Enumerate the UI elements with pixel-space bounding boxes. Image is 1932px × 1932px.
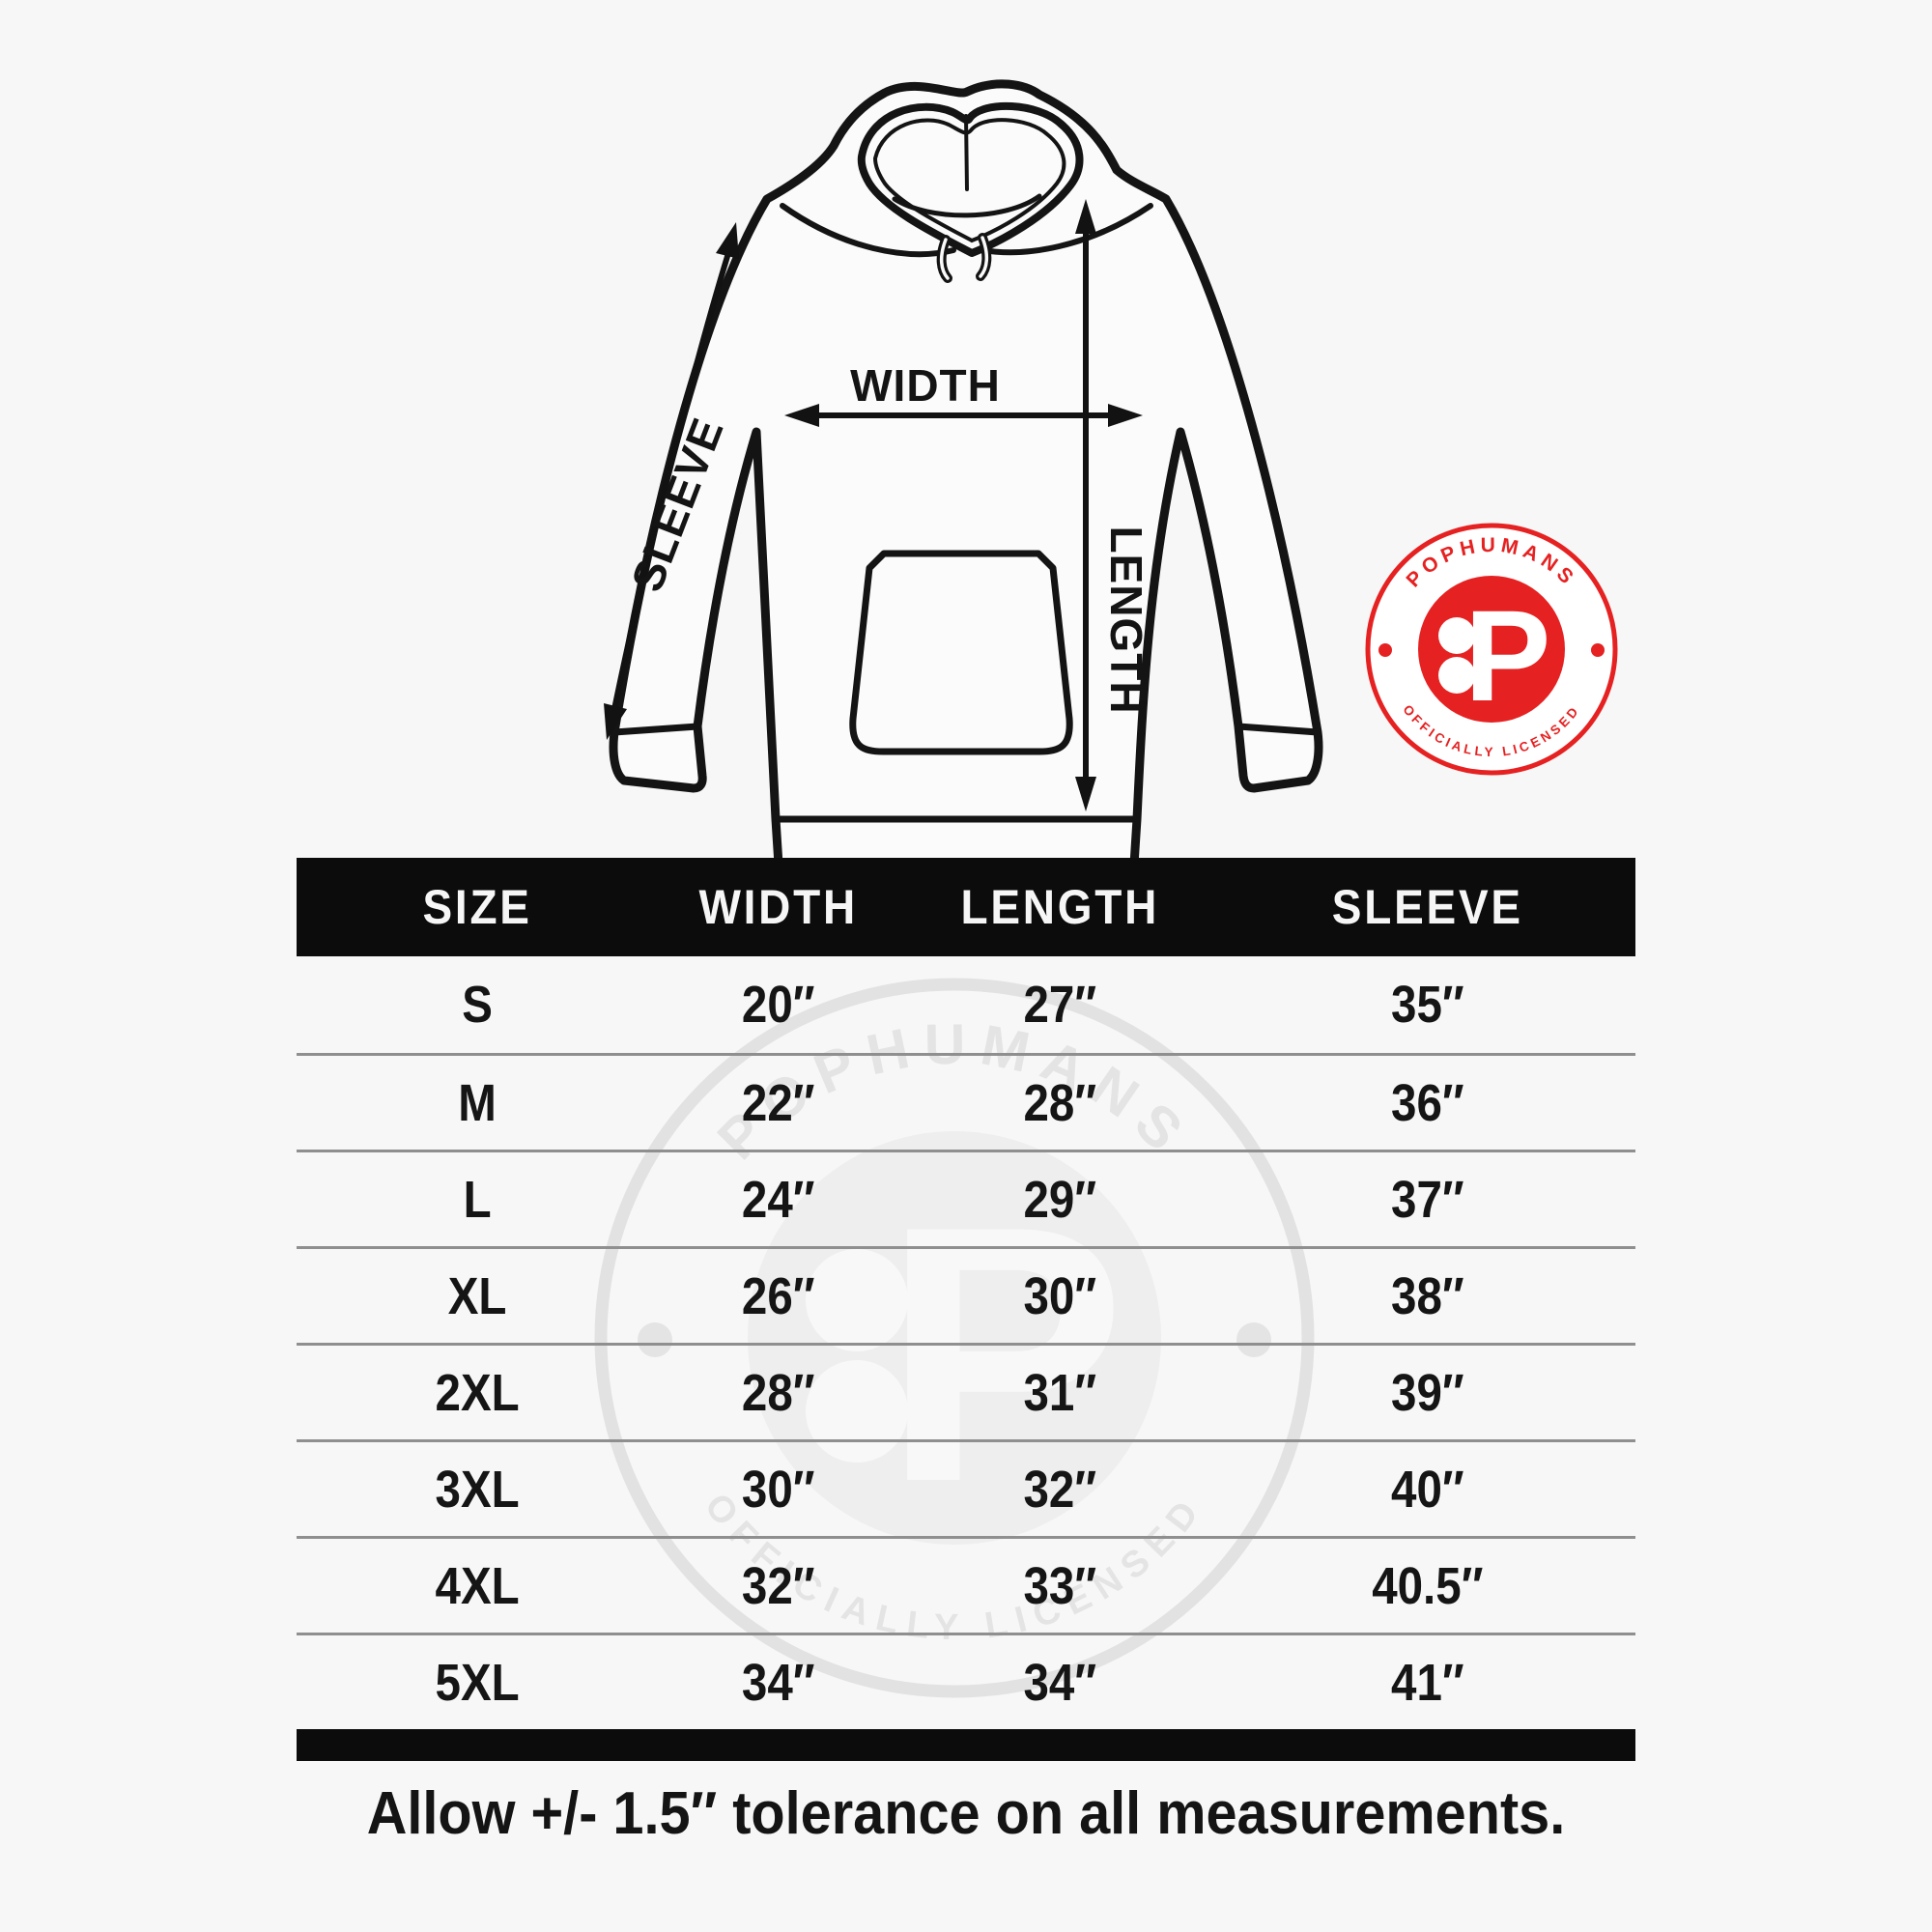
tolerance-note: Allow +/- 1.5″ tolerance on all measurem… (366, 1780, 1566, 1847)
cell-length: 34″ (1023, 1653, 1096, 1712)
cell-size: 3XL (435, 1460, 520, 1519)
kangaroo-pocket (849, 550, 1073, 755)
table-row: 3XL 30″ 32″ 40″ (297, 1439, 1635, 1536)
cell-width: 28″ (742, 1363, 815, 1422)
size-chart-table: SIZE WIDTH LENGTH SLEEVE S 20″ 27″ 35″ M… (297, 858, 1635, 1761)
column-header-size: SIZE (422, 880, 532, 934)
cell-size: 4XL (435, 1556, 520, 1615)
cell-width: 30″ (742, 1460, 815, 1519)
cell-sleeve: 40″ (1391, 1460, 1464, 1519)
cell-size: 5XL (435, 1653, 520, 1712)
hood-details (892, 114, 1042, 218)
cell-length: 28″ (1023, 1073, 1096, 1132)
cell-size: XL (447, 1266, 507, 1325)
cell-length: 33″ (1023, 1556, 1096, 1615)
cell-width: 34″ (742, 1653, 815, 1712)
length-label: LENGTH (1101, 526, 1151, 714)
cell-width: 20″ (742, 976, 815, 1034)
cell-size: L (463, 1170, 492, 1229)
table-bottom-bar (297, 1729, 1635, 1761)
column-header-length: LENGTH (960, 880, 1159, 934)
cell-size: S (462, 976, 493, 1034)
column-header-sleeve: SLEEVE (1332, 880, 1524, 934)
cell-width: 22″ (742, 1073, 815, 1132)
cell-sleeve: 37″ (1391, 1170, 1464, 1229)
badge-dot-right (1591, 643, 1605, 657)
hoodie-outline (609, 79, 1323, 878)
cell-width: 24″ (742, 1170, 815, 1229)
cell-sleeve: 36″ (1391, 1073, 1464, 1132)
cell-length: 27″ (1023, 976, 1096, 1034)
cell-width: 26″ (742, 1266, 815, 1325)
svg-text:P: P (883, 1151, 1125, 1557)
badge-dot-left (1378, 643, 1392, 657)
table-row: 5XL 34″ 34″ 41″ (297, 1633, 1635, 1729)
cell-sleeve: 35″ (1391, 976, 1464, 1034)
cell-length: 31″ (1023, 1363, 1096, 1422)
column-header-width: WIDTH (698, 880, 859, 934)
hood-opening (857, 101, 1084, 257)
table-header-row: SIZE WIDTH LENGTH SLEEVE (297, 858, 1635, 956)
table-row: 2XL 28″ 31″ 39″ (297, 1343, 1635, 1439)
officially-licensed-badge: POPHUMANS OFFICIALLY LICENSED P (1365, 523, 1618, 776)
table-row: L 24″ 29″ 37″ (297, 1150, 1635, 1246)
width-arrow-icon (784, 404, 1143, 427)
table-row: 4XL 32″ 33″ 40.5″ (297, 1536, 1635, 1633)
table-body: S 20″ 27″ 35″ M 22″ 28″ 36″ L 24″ 29″ 37… (297, 956, 1635, 1729)
badge-monogram-icon: P (1438, 584, 1550, 728)
cell-sleeve: 39″ (1391, 1363, 1464, 1422)
cell-sleeve: 38″ (1391, 1266, 1464, 1325)
drawstrings (936, 233, 992, 283)
svg-text:P: P (1464, 584, 1550, 728)
cell-length: 29″ (1023, 1170, 1096, 1229)
cell-length: 32″ (1023, 1460, 1096, 1519)
table-row: S 20″ 27″ 35″ (297, 956, 1635, 1053)
sleeve-arrow-icon (604, 222, 739, 740)
cell-length: 30″ (1023, 1266, 1096, 1325)
hood-inner-rim (872, 118, 1066, 243)
cell-size: 2XL (435, 1363, 520, 1422)
width-label: WIDTH (850, 360, 1001, 411)
cell-sleeve: 41″ (1391, 1653, 1464, 1712)
cell-size: M (458, 1073, 497, 1132)
hoodie-diagram: WIDTH LENGTH SLEEVE (604, 79, 1323, 878)
length-arrow-icon (1075, 199, 1096, 811)
watermark-monogram-icon: P (806, 1151, 1125, 1557)
cell-width: 32″ (742, 1556, 815, 1615)
table-row: M 22″ 28″ 36″ (297, 1053, 1635, 1150)
cell-sleeve: 40.5″ (1372, 1556, 1484, 1615)
table-row: XL 26″ 30″ 38″ (297, 1246, 1635, 1343)
hoodie-seams (611, 203, 1321, 823)
